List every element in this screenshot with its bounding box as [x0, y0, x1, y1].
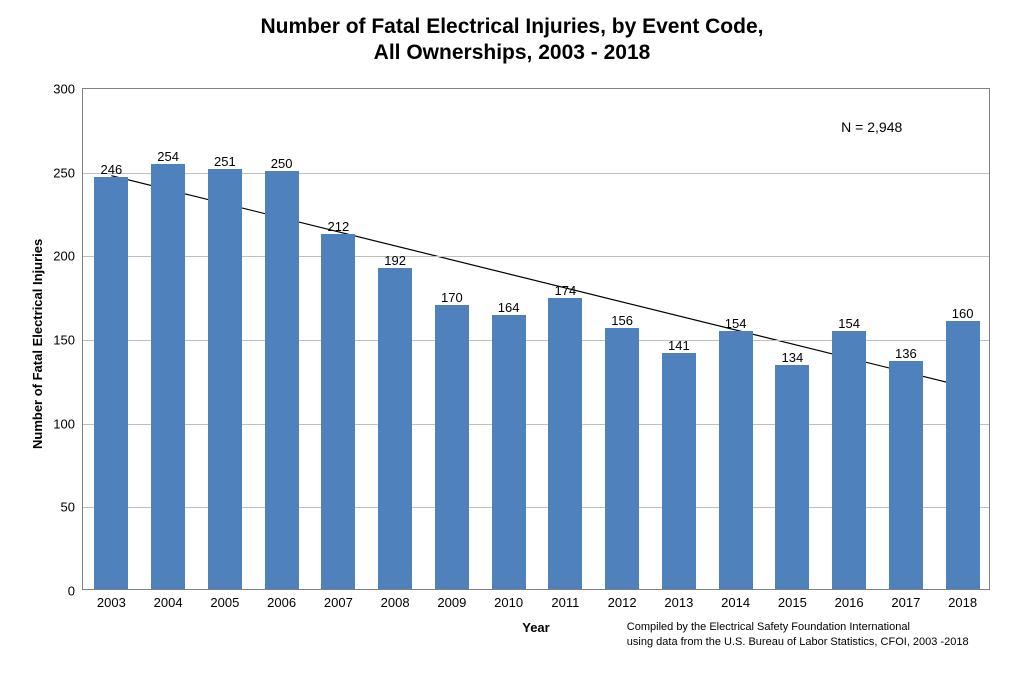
bar-value-label: 212 [328, 219, 350, 234]
x-tick-label: 2007 [324, 595, 353, 610]
plot-area: 0501001502002503002462003254200425120052… [82, 88, 990, 590]
bar-value-label: 254 [157, 149, 179, 164]
bar-value-label: 136 [895, 346, 917, 361]
y-tick-label: 50 [61, 500, 75, 515]
bar-value-label: 141 [668, 338, 690, 353]
bar-value-label: 164 [498, 300, 520, 315]
bar [889, 361, 923, 589]
bar [946, 321, 980, 589]
bar [548, 298, 582, 589]
chart-container: Number of Fatal Electrical Injuries, by … [0, 0, 1024, 674]
bar [151, 164, 185, 589]
bar [321, 234, 355, 589]
bar [775, 365, 809, 589]
x-tick-label: 2013 [664, 595, 693, 610]
bar-value-label: 154 [838, 316, 860, 331]
chart-title-line1: Number of Fatal Electrical Injuries, by … [261, 15, 764, 38]
x-tick-label: 2003 [97, 595, 126, 610]
y-tick-label: 150 [53, 333, 75, 348]
bar [492, 315, 526, 589]
bar [94, 177, 128, 589]
y-tick-label: 200 [53, 249, 75, 264]
x-tick-label: 2004 [154, 595, 183, 610]
chart-footnote: Compiled by the Electrical Safety Founda… [627, 620, 969, 650]
x-tick-label: 2005 [210, 595, 239, 610]
bar-value-label: 246 [101, 162, 123, 177]
bar-value-label: 170 [441, 290, 463, 305]
bar-value-label: 134 [782, 350, 804, 365]
x-tick-label: 2006 [267, 595, 296, 610]
bar-value-label: 251 [214, 154, 236, 169]
footnote-line1: Compiled by the Electrical Safety Founda… [627, 621, 910, 633]
chart-title-line2: All Ownerships, 2003 - 2018 [374, 41, 651, 64]
y-axis-title: Number of Fatal Electrical Injuries [30, 239, 45, 449]
bar-value-label: 192 [384, 253, 406, 268]
bar [719, 331, 753, 589]
bar [265, 171, 299, 589]
bar-value-label: 156 [611, 313, 633, 328]
x-tick-label: 2012 [608, 595, 637, 610]
y-tick-label: 250 [53, 165, 75, 180]
y-tick-label: 100 [53, 416, 75, 431]
y-tick-label: 0 [68, 584, 75, 599]
chart-title: Number of Fatal Electrical Injuries, by … [0, 14, 1024, 67]
x-tick-label: 2009 [437, 595, 466, 610]
x-tick-label: 2015 [778, 595, 807, 610]
bar [832, 331, 866, 589]
x-tick-label: 2017 [891, 595, 920, 610]
bar-value-label: 160 [952, 306, 974, 321]
bar [662, 353, 696, 589]
bar-value-label: 154 [725, 316, 747, 331]
x-tick-label: 2016 [835, 595, 864, 610]
bar [378, 268, 412, 589]
bar [208, 169, 242, 589]
y-tick-label: 300 [53, 82, 75, 97]
bar-value-label: 174 [555, 283, 577, 298]
x-tick-label: 2018 [948, 595, 977, 610]
bar [435, 305, 469, 589]
x-tick-label: 2010 [494, 595, 523, 610]
bar [605, 328, 639, 589]
annotation-n: N = 2,948 [841, 119, 902, 135]
x-tick-label: 2008 [381, 595, 410, 610]
footnote-line2: using data from the U.S. Bureau of Labor… [627, 636, 969, 648]
x-tick-label: 2011 [551, 595, 579, 610]
x-tick-label: 2014 [721, 595, 750, 610]
bar-value-label: 250 [271, 156, 293, 171]
